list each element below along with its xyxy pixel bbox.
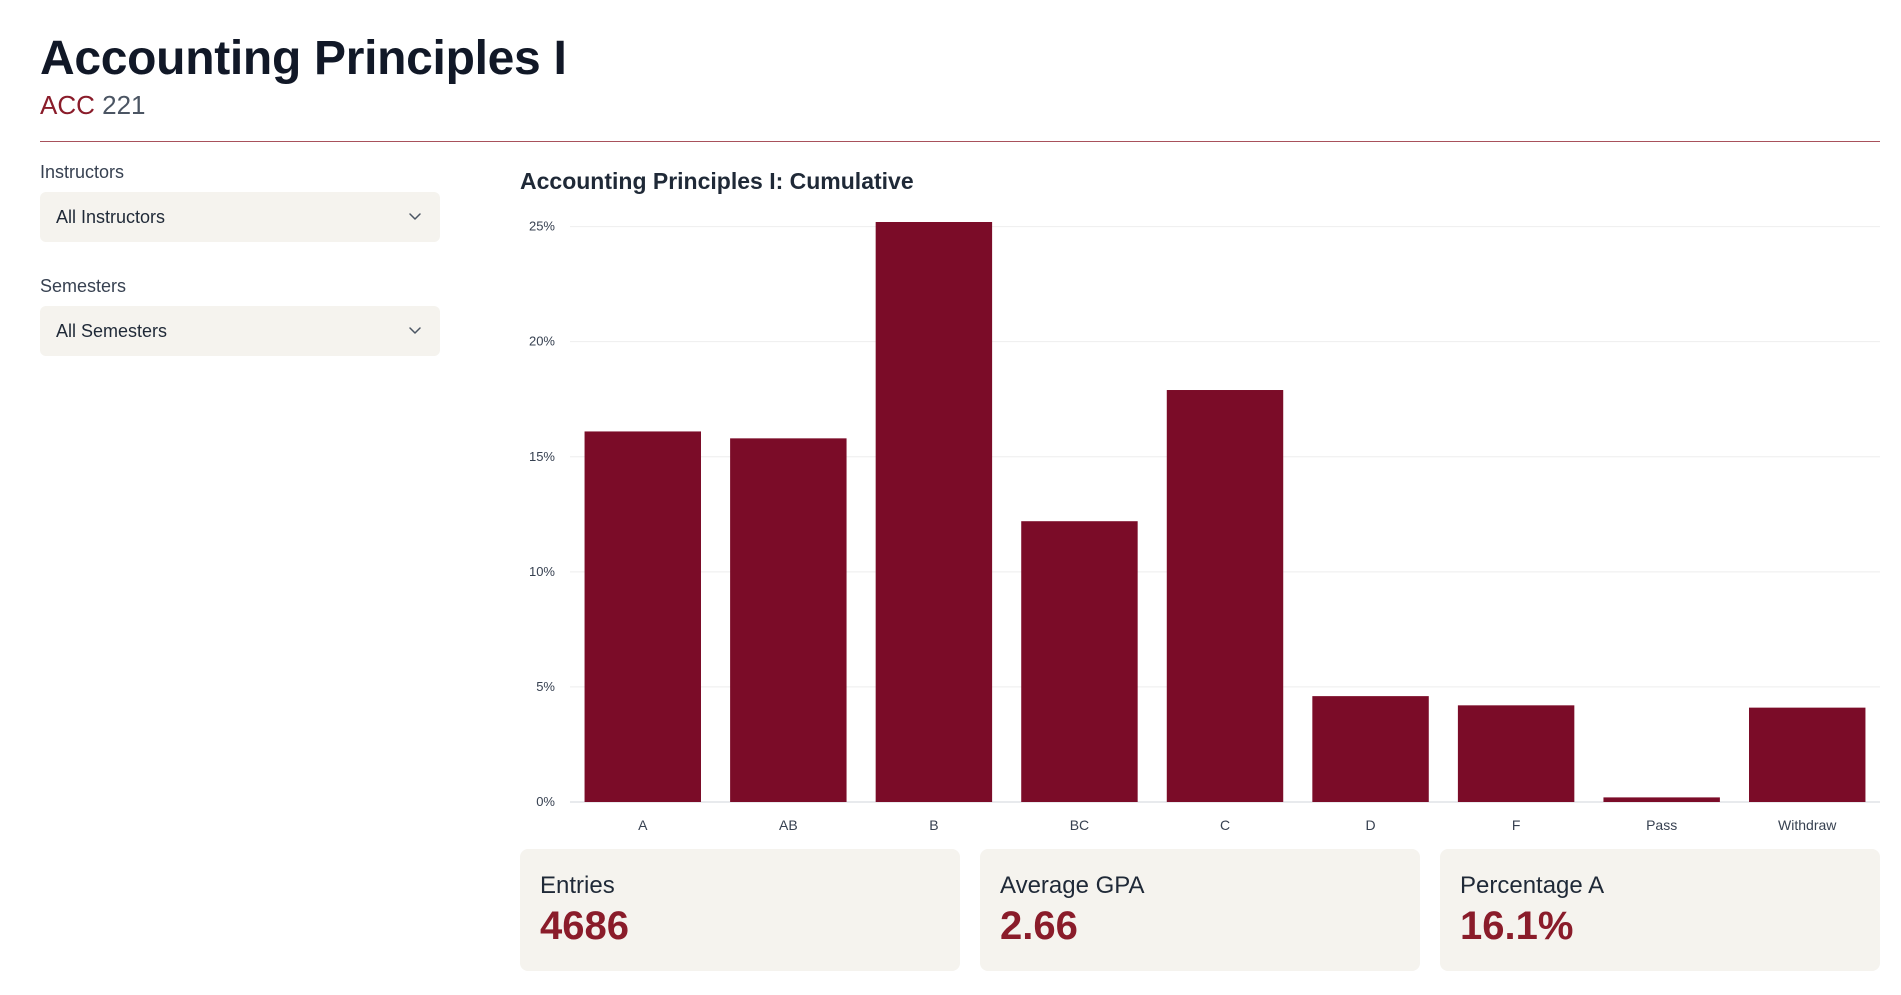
stats-row: Entries 4686 Average GPA 2.66 Percentage…: [520, 849, 1880, 971]
instructors-selected-value: All Instructors: [56, 206, 166, 227]
course-dept: ACC: [40, 90, 95, 120]
gpa-value: 2.66: [1000, 904, 1078, 948]
bar-a[interactable]: [584, 431, 701, 802]
bar-bc[interactable]: [1021, 521, 1138, 802]
chart-svg: 0% 5% 10% 15% 20% 25% A AB B BC C D F Pass Withdraw: [529, 219, 1880, 833]
x-tick-label: Withdraw: [1778, 817, 1837, 833]
x-tick-label: Pass: [1646, 817, 1677, 833]
x-tick-label: F: [1512, 817, 1521, 833]
y-tick-label: 25%: [529, 219, 555, 234]
instructors-label: Instructors: [40, 162, 125, 182]
x-tick-label: A: [638, 817, 648, 833]
bar-f[interactable]: [1457, 705, 1575, 802]
y-tick-label: 15%: [529, 449, 555, 464]
bar-b[interactable]: [875, 222, 993, 802]
filters-sidebar: Instructors All Instructors Semesters Al…: [40, 160, 440, 388]
gpa-label: Average GPA: [1000, 872, 1145, 899]
x-tick-label: B: [929, 817, 938, 833]
percent-a-value: 16.1%: [1460, 904, 1574, 948]
chart-title: Accounting Principles I: Cumulative: [520, 168, 914, 194]
percent-a-card: Percentage A 16.1%: [1440, 849, 1880, 971]
bar-ab[interactable]: [730, 438, 847, 802]
gpa-card: Average GPA 2.66: [980, 849, 1420, 971]
chevron-down-icon: [409, 327, 421, 334]
instructors-filter: Instructors All Instructors: [40, 160, 440, 242]
course-code: ACC 221: [40, 88, 1880, 122]
course-number: 221: [102, 90, 146, 120]
percent-a-label: Percentage A: [1460, 872, 1605, 899]
header-divider: [40, 141, 1880, 142]
x-tick-label: D: [1365, 817, 1375, 833]
semesters-select[interactable]: All Semesters: [40, 306, 440, 356]
bar-d[interactable]: [1312, 696, 1429, 802]
bar-withdraw[interactable]: [1749, 707, 1866, 802]
semesters-label: Semesters: [40, 276, 127, 296]
entries-value: 4686: [540, 904, 629, 948]
grade-distribution-chart: Accounting Principles I: Cumulative 0% 5%…: [520, 160, 1880, 840]
entries-card: Entries 4686: [520, 849, 960, 971]
semesters-selected-value: All Semesters: [56, 320, 168, 341]
y-tick-label: 10%: [529, 564, 555, 579]
page-title: Accounting Principles I: [40, 32, 567, 85]
bar-c[interactable]: [1166, 390, 1284, 802]
instructors-select[interactable]: All Instructors: [40, 192, 440, 242]
x-tick-label: C: [1220, 817, 1230, 833]
x-tick-label: AB: [779, 817, 798, 833]
bar-pass[interactable]: [1603, 797, 1720, 802]
x-tick-label: BC: [1070, 817, 1089, 833]
chevron-down-icon: [409, 213, 421, 220]
semesters-filter: Semesters All Semesters: [40, 274, 440, 356]
y-tick-label: 5%: [536, 679, 555, 694]
course-header: Accounting Principles I ACC 221: [40, 28, 1880, 122]
entries-label: Entries: [540, 872, 615, 899]
y-tick-label: 0%: [536, 794, 555, 809]
y-tick-label: 20%: [529, 334, 555, 349]
